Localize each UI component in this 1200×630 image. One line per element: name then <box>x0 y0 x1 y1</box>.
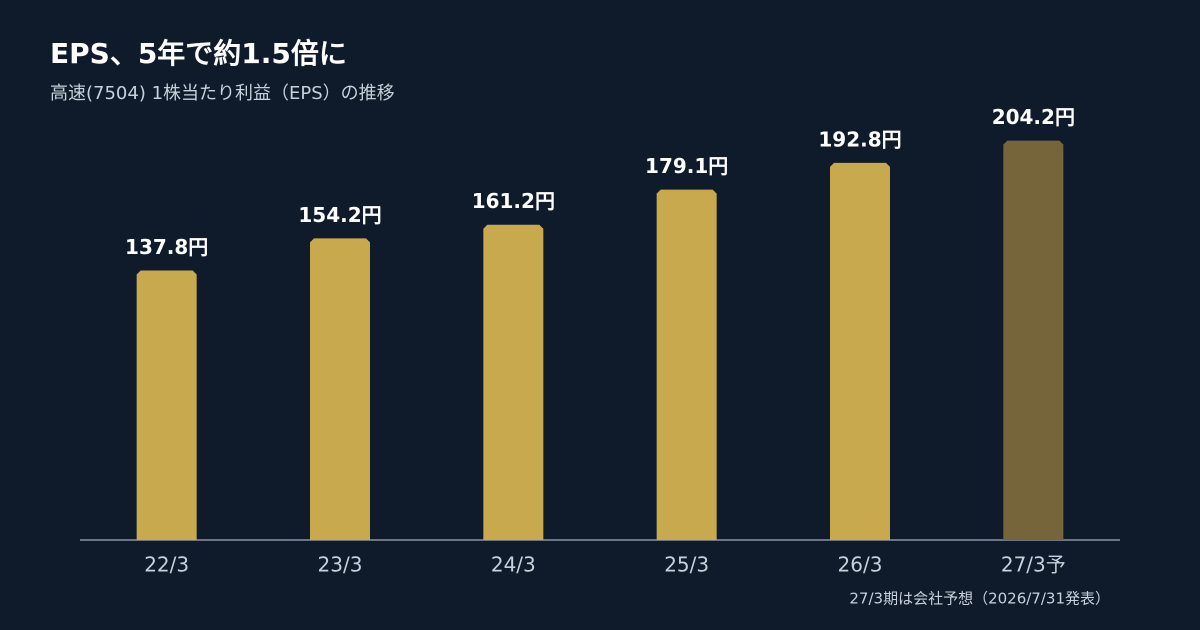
bar <box>310 238 370 540</box>
value-label: 192.8円 <box>818 127 901 151</box>
value-label: 154.2円 <box>298 203 381 227</box>
footnote: 27/3期は会社予想（2026/7/31発表） <box>849 590 1110 608</box>
value-label: 161.2円 <box>472 189 555 213</box>
bar <box>1003 140 1064 541</box>
value-label: 137.8円 <box>125 235 208 259</box>
bar <box>830 162 890 541</box>
bar <box>136 270 197 540</box>
x-tick-label: 25/3 <box>664 553 709 577</box>
x-tick-label: 23/3 <box>318 553 363 577</box>
x-tick-label: 24/3 <box>491 553 536 577</box>
bar <box>656 189 717 540</box>
value-label: 204.2円 <box>992 105 1075 129</box>
bar <box>483 224 544 540</box>
chart-subtitle: 高速(7504) 1株当たり利益（EPS）の推移 <box>50 83 395 104</box>
x-tick-label: 27/3予 <box>1001 553 1066 577</box>
value-label: 179.1円 <box>645 154 728 178</box>
x-tick-label: 26/3 <box>838 553 883 577</box>
x-tick-label: 22/3 <box>144 553 189 577</box>
chart-title: EPS、5年で約1.5倍に <box>50 37 347 70</box>
